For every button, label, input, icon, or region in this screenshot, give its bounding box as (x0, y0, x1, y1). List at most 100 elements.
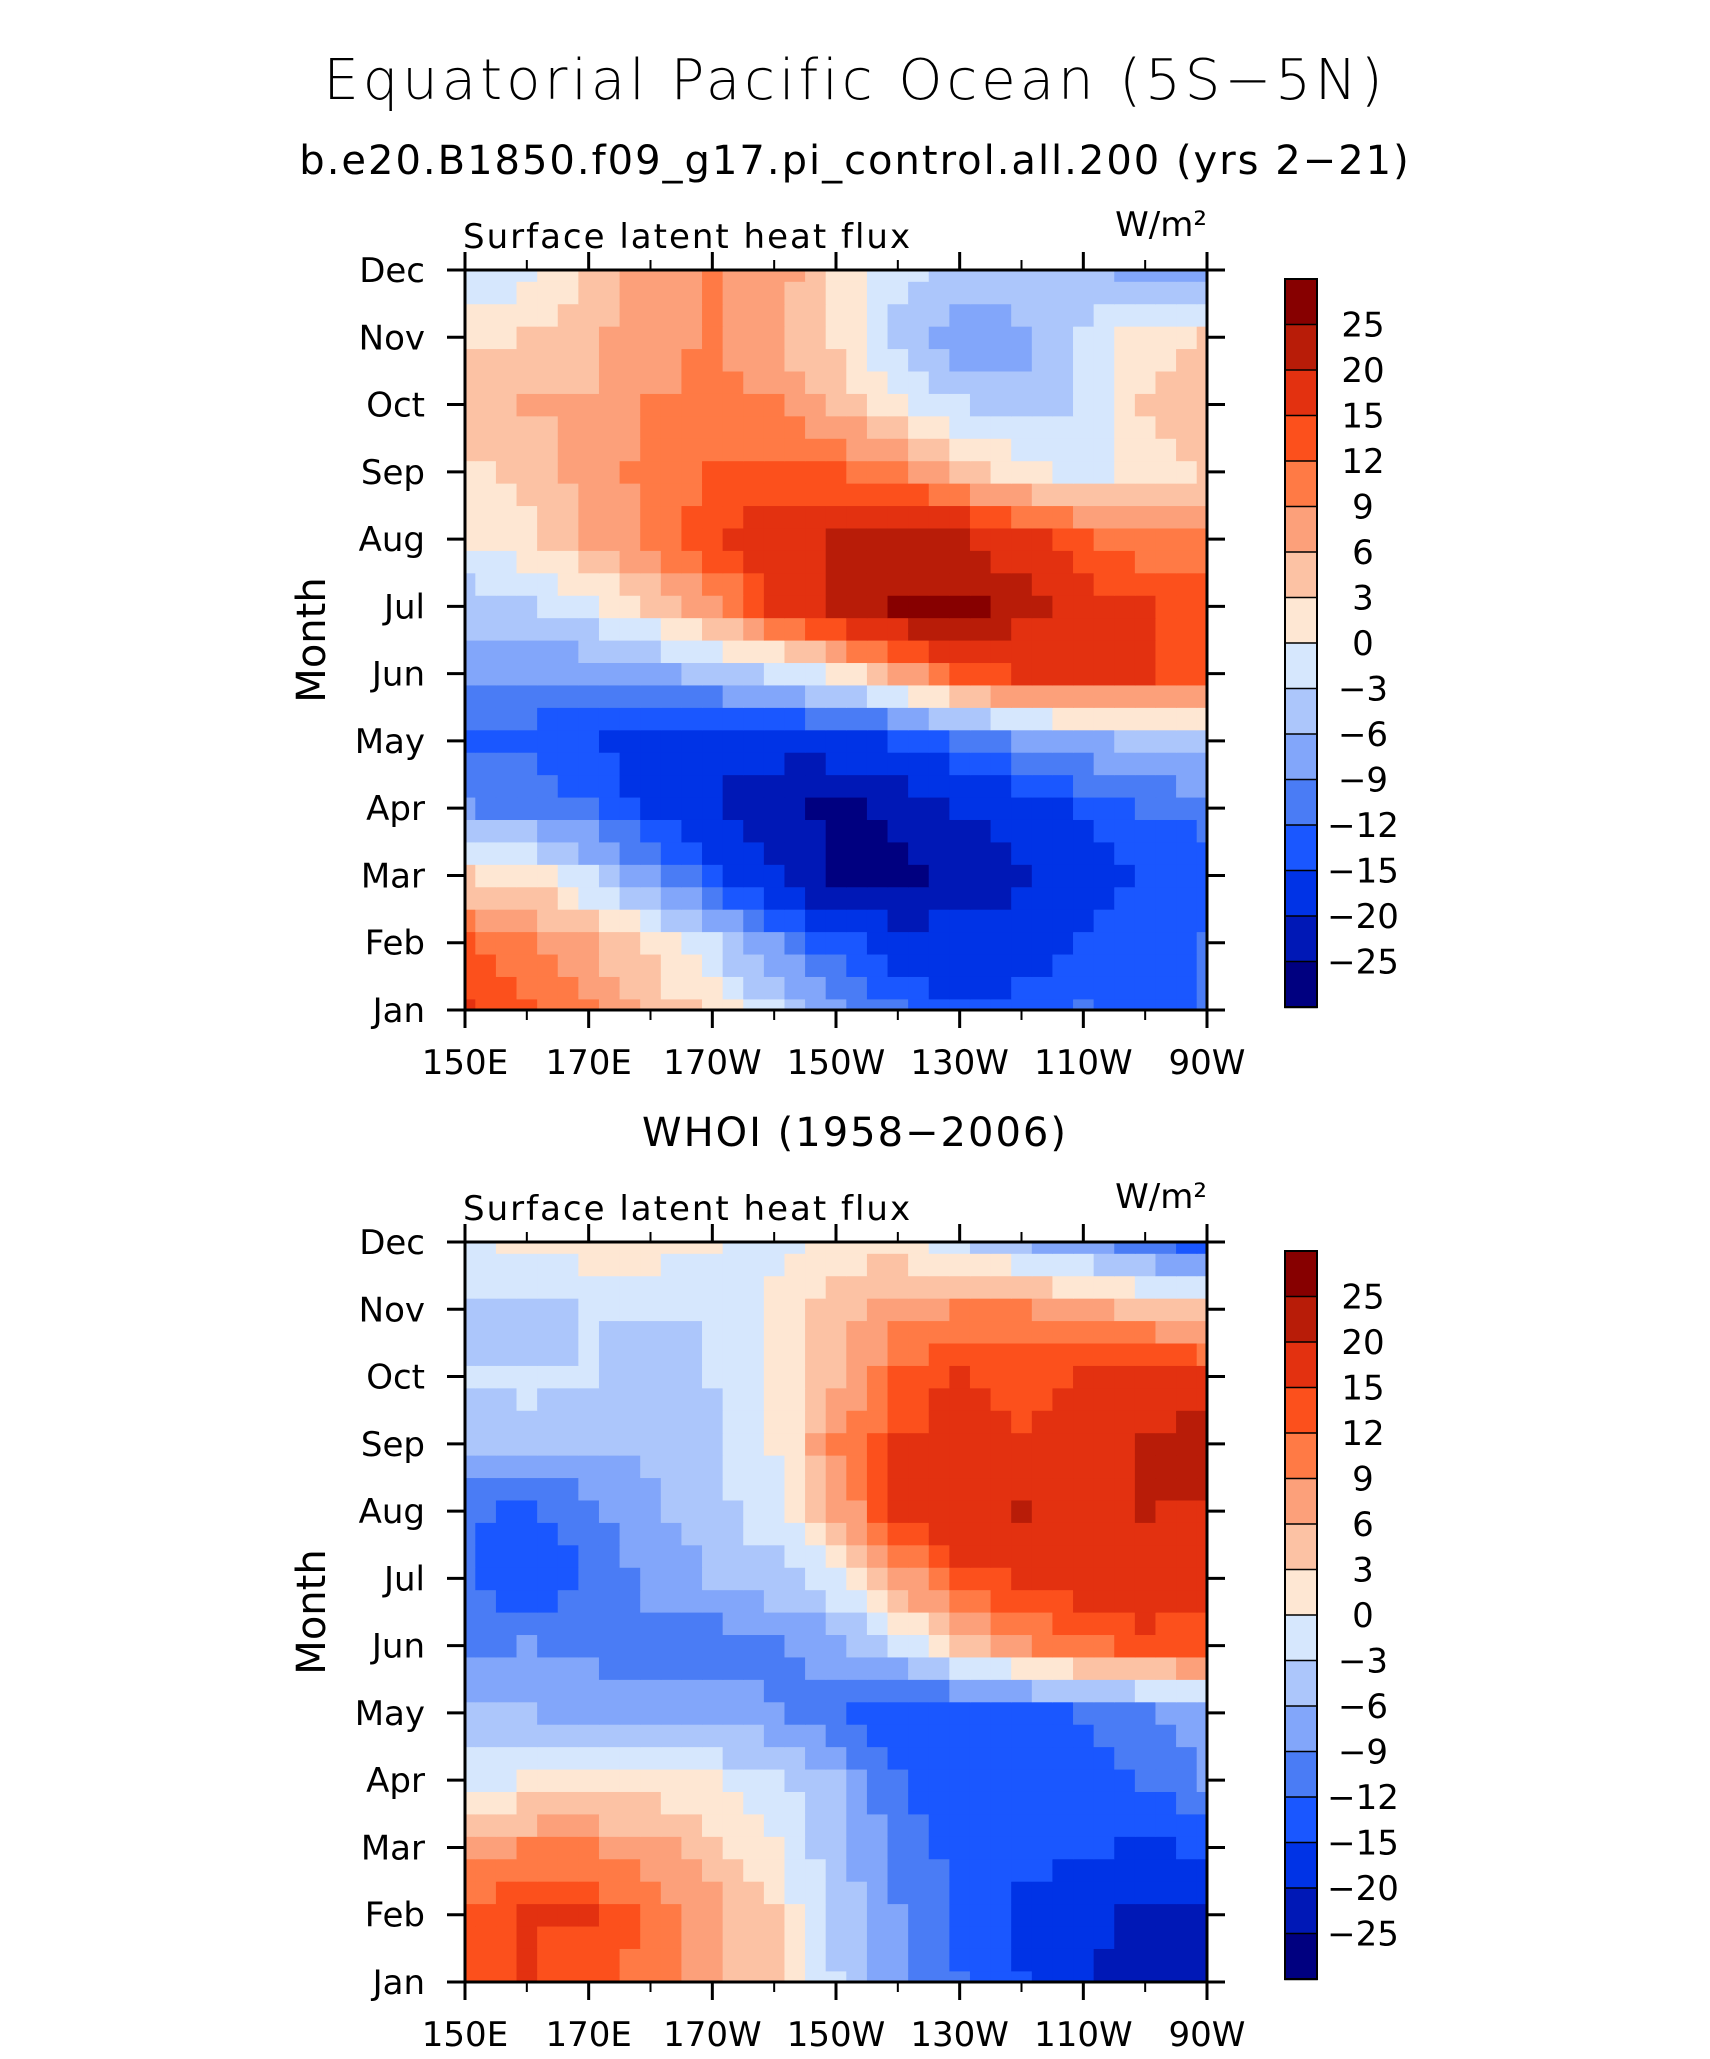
heatmap-cell (908, 1679, 930, 1703)
heatmap-cell (1031, 505, 1054, 529)
heatmap-cell (681, 527, 703, 551)
heatmap-cell (866, 483, 889, 507)
heatmap-cell (495, 505, 518, 529)
heatmap-cell (1073, 752, 1095, 776)
heatmap-cell (887, 1724, 909, 1748)
heatmap-cell (969, 527, 992, 551)
y-tick-label: Jan (371, 991, 425, 1031)
heatmap-cell (465, 1298, 476, 1322)
heatmap-cell (681, 796, 703, 820)
heatmap-cell (681, 460, 703, 484)
heatmap-cell (1155, 841, 1177, 865)
heatmap-cell (516, 1903, 538, 1927)
heatmap-cell (846, 1634, 868, 1658)
heatmap-cell (887, 595, 909, 619)
heatmap-cell (949, 1858, 971, 1882)
heatmap-cell (495, 1768, 518, 1792)
heatmap-cell (1052, 752, 1074, 776)
heatmap-cell (784, 326, 806, 350)
heatmap-cell (866, 1746, 889, 1770)
heatmap-cell (465, 281, 476, 305)
heatmap-cell (846, 953, 868, 977)
heatmap-cell (763, 1342, 786, 1366)
heatmap-cell (516, 550, 538, 574)
heatmap-cell (743, 931, 765, 955)
heatmap-cell (475, 1836, 497, 1860)
heatmap-cell (1176, 1275, 1198, 1299)
heatmap-cell (516, 729, 538, 753)
heatmap-cell (805, 684, 827, 708)
heatmap-cell (763, 707, 786, 731)
heatmap-cell (990, 931, 1012, 955)
heatmap-cell (1114, 819, 1136, 843)
heatmap-cell (1093, 998, 1115, 1011)
heatmap-cell (784, 662, 806, 686)
heatmap-cell (1134, 707, 1157, 731)
heatmap-cell (1073, 1567, 1095, 1591)
heatmap-cell (825, 1499, 847, 1523)
heatmap-cell (743, 1612, 765, 1636)
heatmap-cell (1093, 909, 1115, 933)
heatmap-cell (598, 1298, 621, 1322)
heatmap-cell (722, 1612, 744, 1636)
heatmap-cell (702, 1612, 724, 1636)
heatmap-cell (557, 1387, 579, 1411)
heatmap-cell (887, 617, 909, 641)
heatmap-cell (619, 1656, 641, 1680)
heatmap-cell (1052, 303, 1074, 327)
heatmap-cell (465, 774, 476, 798)
heatmap-cell (660, 796, 683, 820)
y-tick-label: Feb (365, 924, 425, 964)
heatmap-cell (475, 1499, 497, 1523)
heatmap-cell (578, 1656, 600, 1680)
heatmap-cell (722, 1903, 744, 1927)
heatmap-cell (908, 617, 930, 641)
heatmap-cell (969, 1387, 992, 1411)
heatmap-cell (702, 527, 724, 551)
colorbar-label: −25 (1327, 1915, 1399, 1955)
heatmap-cell (1052, 1948, 1074, 1972)
heatmap-cell (1155, 483, 1177, 507)
heatmap-cell (1155, 1903, 1177, 1927)
heatmap-cell (1176, 415, 1198, 439)
heatmap-cell (1093, 483, 1115, 507)
heatmap-cell (702, 1253, 724, 1277)
heatmap-cell (1134, 886, 1157, 910)
heatmap-cell (465, 1342, 476, 1366)
colorbar-box (1284, 1523, 1318, 1571)
heatmap-cell (1031, 617, 1054, 641)
heatmap-cell (1176, 1948, 1198, 1972)
heatmap-cell (537, 1701, 559, 1725)
heatmap-cells (465, 1242, 1208, 1983)
heatmap-cell (681, 483, 703, 507)
heatmap-cell (1031, 1813, 1054, 1837)
heatmap-cell (949, 1455, 971, 1479)
heatmap-cell (619, 1589, 641, 1613)
heatmap-cell (887, 1881, 909, 1905)
heatmap-cell (537, 438, 559, 462)
heatmap-cell (537, 1881, 559, 1905)
heatmap-cell (1052, 1499, 1074, 1523)
y-tick-label: Dec (359, 1223, 425, 1263)
heatmap-cell (1176, 348, 1198, 372)
heatmap-cell (908, 1858, 930, 1882)
heatmap-cell (465, 438, 476, 462)
heatmap-cell (1134, 819, 1157, 843)
heatmap-cell (681, 1881, 703, 1905)
heatmap-cell (1093, 281, 1115, 305)
heatmap-cell (969, 505, 992, 529)
heatmap-cell (1196, 1387, 1208, 1411)
heatmap-cell (763, 1275, 786, 1299)
heatmap-cell (465, 1701, 476, 1725)
heatmap-cell (495, 774, 518, 798)
heatmap-cell (743, 303, 765, 327)
heatmap-cell (1114, 348, 1136, 372)
heatmap-cell (866, 348, 889, 372)
heatmap-cell (1031, 1836, 1054, 1860)
panel-left-label: Surface latent heat flux (463, 217, 912, 257)
heatmap-cell (1114, 931, 1136, 955)
heatmap-cell (640, 1544, 662, 1568)
heatmap-cell (784, 393, 806, 417)
heatmap-cell (578, 505, 600, 529)
heatmap-cell (537, 1522, 559, 1546)
